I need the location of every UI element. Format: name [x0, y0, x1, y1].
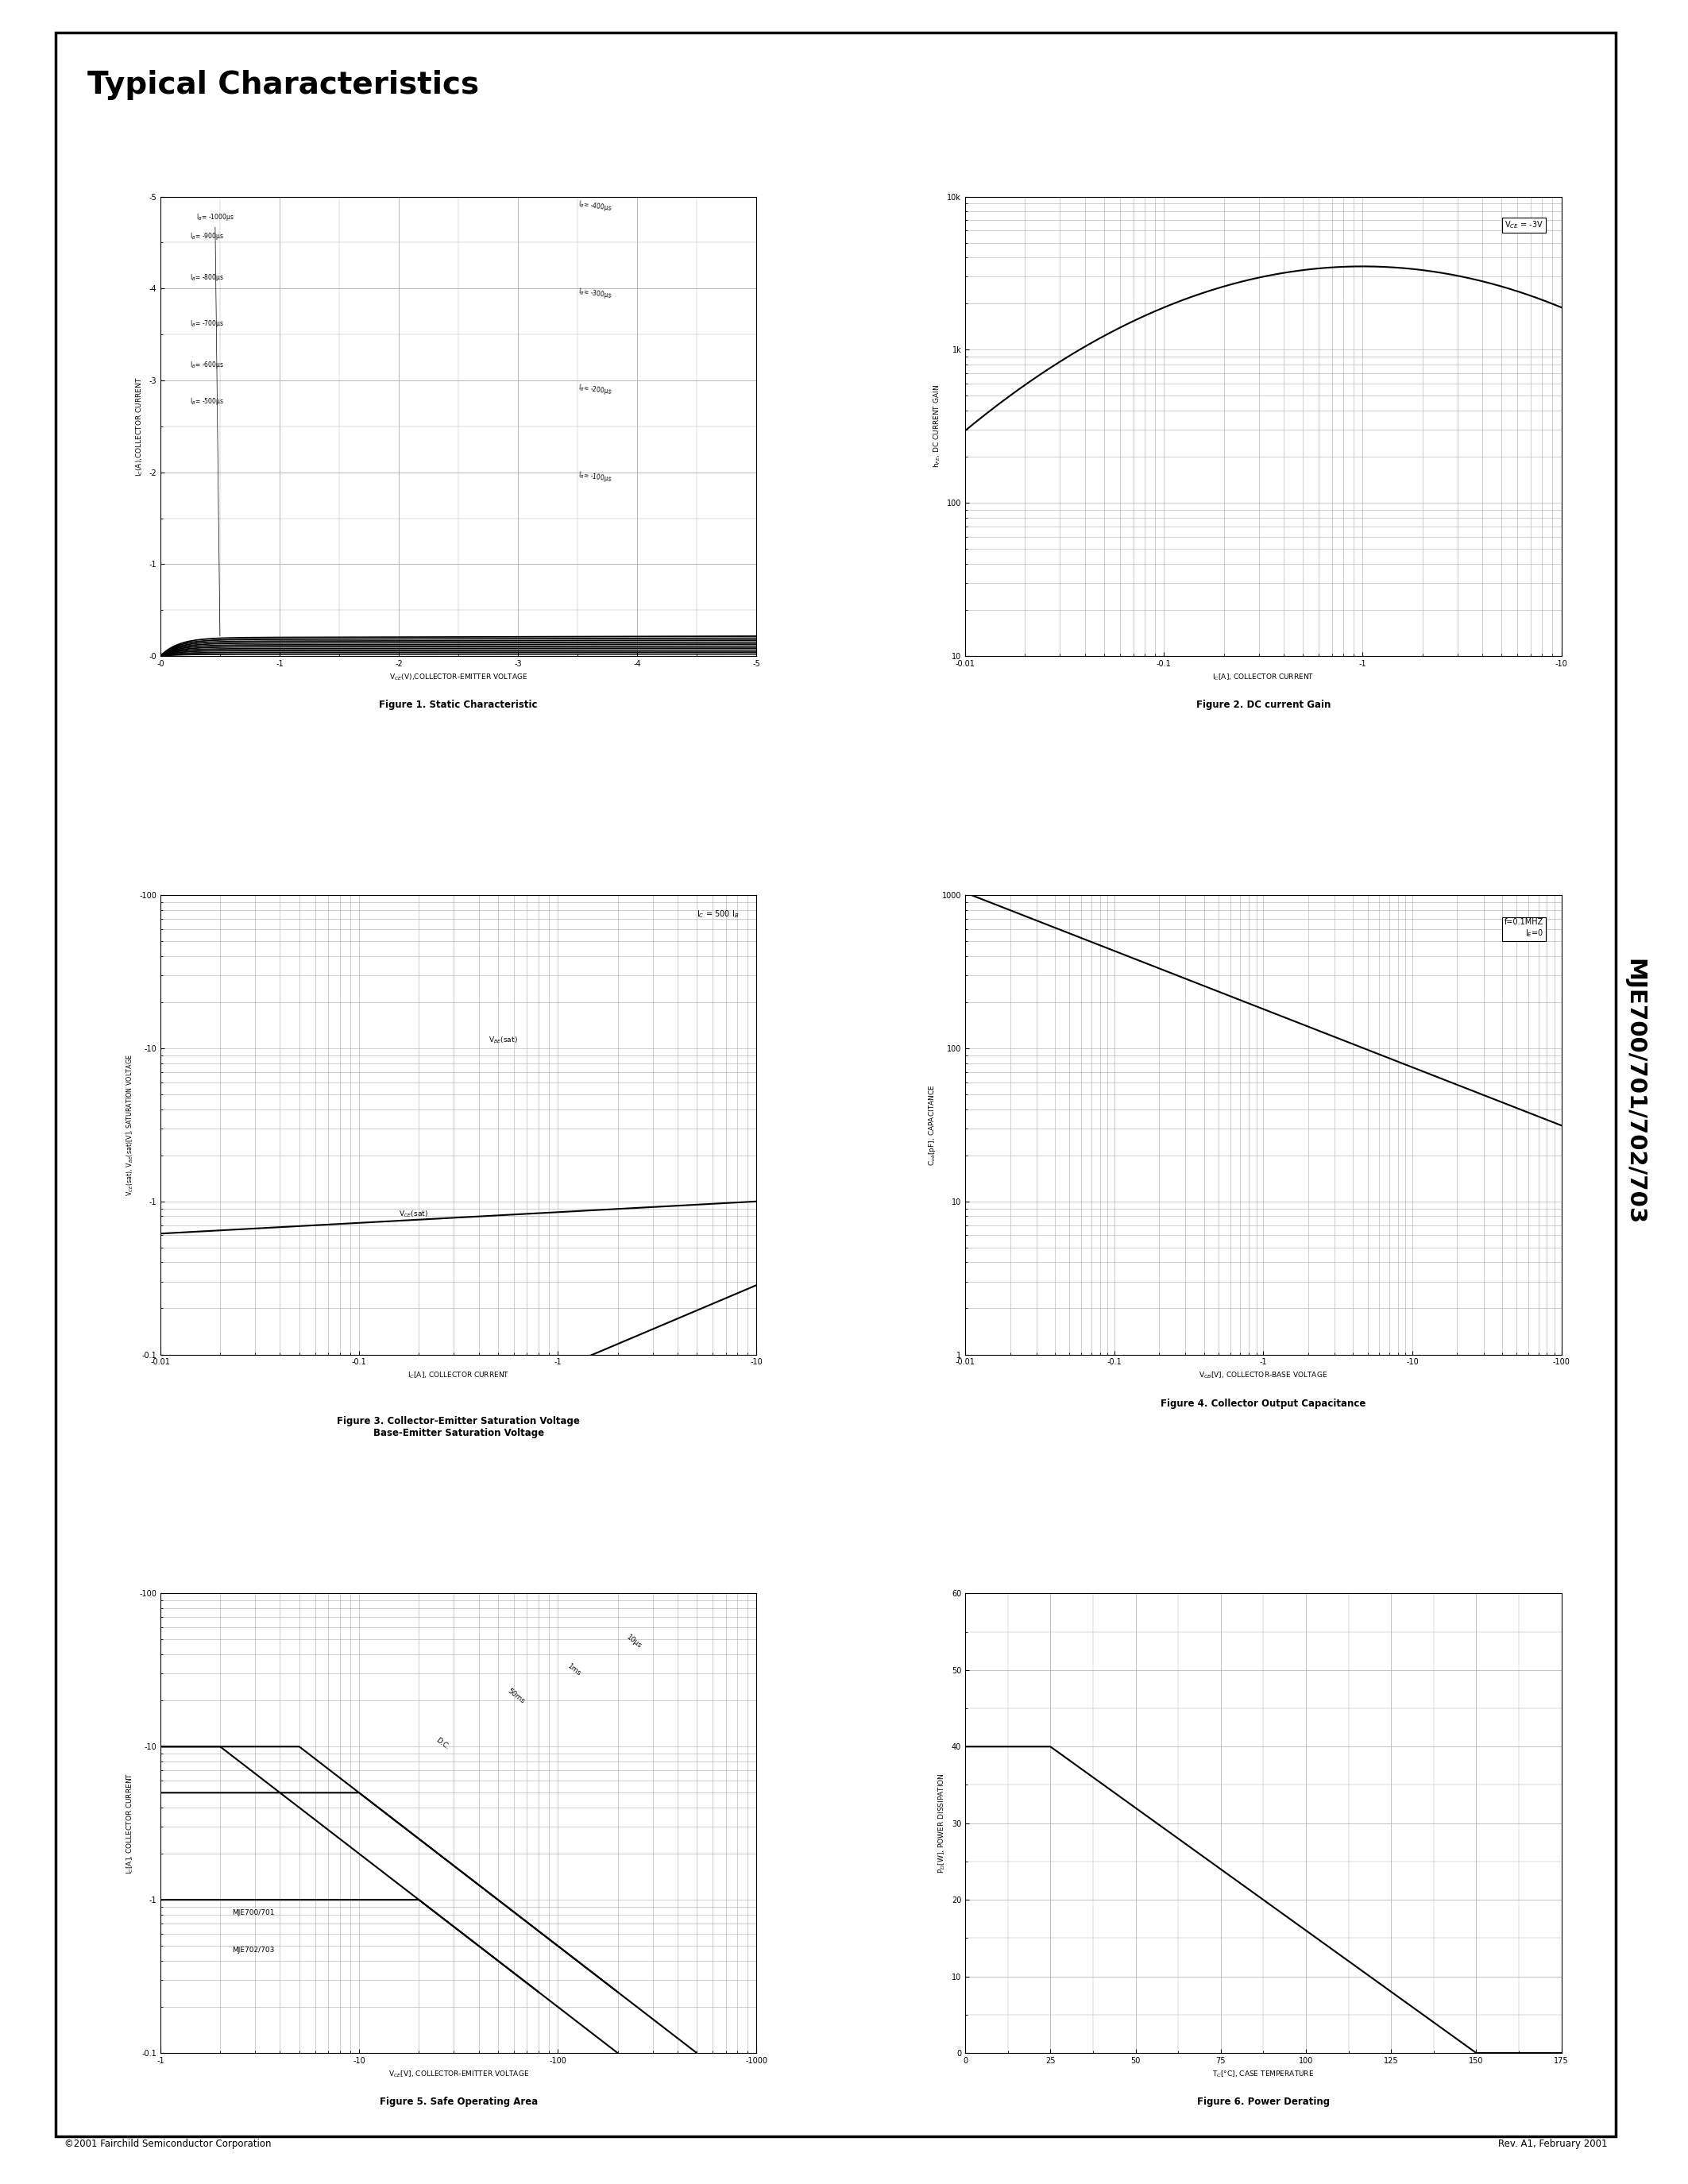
Text: V$_{CE}$(sat): V$_{CE}$(sat)	[398, 1210, 429, 1219]
Y-axis label: I$_C$(A),COLLECTOR CURRENT: I$_C$(A),COLLECTOR CURRENT	[135, 376, 145, 476]
X-axis label: I$_C$[A], COLLECTOR CURRENT: I$_C$[A], COLLECTOR CURRENT	[1212, 673, 1315, 681]
X-axis label: T$_C$[°C], CASE TEMPERATURE: T$_C$[°C], CASE TEMPERATURE	[1212, 2068, 1315, 2079]
Text: I$_B$= -200µs: I$_B$= -200µs	[577, 382, 613, 397]
Text: f=0.1MHZ
I$_E$=0: f=0.1MHZ I$_E$=0	[1504, 917, 1543, 939]
X-axis label: V$_{CE}$(V),COLLECTOR-EMITTER VOLTAGE: V$_{CE}$(V),COLLECTOR-EMITTER VOLTAGE	[390, 673, 528, 681]
Text: Rev. A1, February 2001: Rev. A1, February 2001	[1497, 2138, 1607, 2149]
Text: MJE700/701: MJE700/701	[231, 1909, 275, 1918]
X-axis label: V$_{CE}$[V], COLLECTOR-EMITTER VOLTAGE: V$_{CE}$[V], COLLECTOR-EMITTER VOLTAGE	[388, 2068, 528, 2079]
Text: 1ms: 1ms	[565, 1662, 582, 1677]
X-axis label: V$_{CB}$[V], COLLECTOR-BASE VOLTAGE: V$_{CB}$[V], COLLECTOR-BASE VOLTAGE	[1198, 1372, 1328, 1380]
Text: MJE702/703: MJE702/703	[231, 1946, 275, 1952]
Text: I$_B$= -1000µs: I$_B$= -1000µs	[196, 212, 235, 636]
Text: I$_C$ = 500 I$_B$: I$_C$ = 500 I$_B$	[697, 909, 739, 919]
Text: Figure 2. DC current Gain: Figure 2. DC current Gain	[1197, 699, 1330, 710]
Y-axis label: h$_{FE}$, DC CURRENT GAIN: h$_{FE}$, DC CURRENT GAIN	[932, 384, 942, 467]
Y-axis label: I$_C$[A], COLLECTOR CURRENT: I$_C$[A], COLLECTOR CURRENT	[125, 1771, 135, 1874]
Text: I$_B$= -500µs: I$_B$= -500µs	[191, 395, 225, 406]
Y-axis label: V$_{CE}$(sat), V$_{BE}$(sat)[V], SATURATION VOLTAGE: V$_{CE}$(sat), V$_{BE}$(sat)[V], SATURAT…	[125, 1053, 135, 1197]
Text: I$_B$= -400µs: I$_B$= -400µs	[577, 199, 613, 214]
Text: D.C.: D.C.	[434, 1736, 451, 1752]
Text: Figure 5. Safe Operating Area: Figure 5. Safe Operating Area	[380, 2097, 537, 2108]
Y-axis label: C$_{ob}$[pF], CAPACITANCE: C$_{ob}$[pF], CAPACITANCE	[927, 1083, 937, 1166]
Text: Figure 3. Collector-Emitter Saturation Voltage
Base-Emitter Saturation Voltage: Figure 3. Collector-Emitter Saturation V…	[338, 1415, 581, 1437]
Text: Figure 6. Power Derating: Figure 6. Power Derating	[1197, 2097, 1330, 2108]
Text: I$_B$= -600µs: I$_B$= -600µs	[191, 360, 225, 369]
Text: ©2001 Fairchild Semiconductor Corporation: ©2001 Fairchild Semiconductor Corporatio…	[64, 2138, 272, 2149]
Text: 50ms: 50ms	[506, 1688, 527, 1706]
Text: Typical Characteristics: Typical Characteristics	[88, 70, 479, 100]
Text: 10µs: 10µs	[625, 1634, 643, 1651]
Text: Figure 1. Static Characteristic: Figure 1. Static Characteristic	[380, 699, 538, 710]
Text: I$_B$= -300µs: I$_B$= -300µs	[577, 286, 613, 301]
Text: V$_{BE}$(sat): V$_{BE}$(sat)	[488, 1035, 518, 1044]
Text: Figure 4. Collector Output Capacitance: Figure 4. Collector Output Capacitance	[1161, 1398, 1366, 1409]
Text: I$_B$= -800µs: I$_B$= -800µs	[191, 273, 225, 282]
Text: MJE700/701/702/703: MJE700/701/702/703	[1622, 959, 1646, 1225]
Y-axis label: P$_D$[W], POWER DISSIPATION: P$_D$[W], POWER DISSIPATION	[937, 1773, 947, 1874]
X-axis label: I$_C$[A], COLLECTOR CURRENT: I$_C$[A], COLLECTOR CURRENT	[407, 1372, 510, 1380]
Text: I$_B$= -100µs: I$_B$= -100µs	[577, 470, 613, 485]
Text: I$_B$= -900µs: I$_B$= -900µs	[191, 232, 225, 240]
Text: V$_{CE}$ = -3V: V$_{CE}$ = -3V	[1504, 221, 1543, 232]
Text: I$_B$= -700µs: I$_B$= -700µs	[191, 319, 225, 328]
